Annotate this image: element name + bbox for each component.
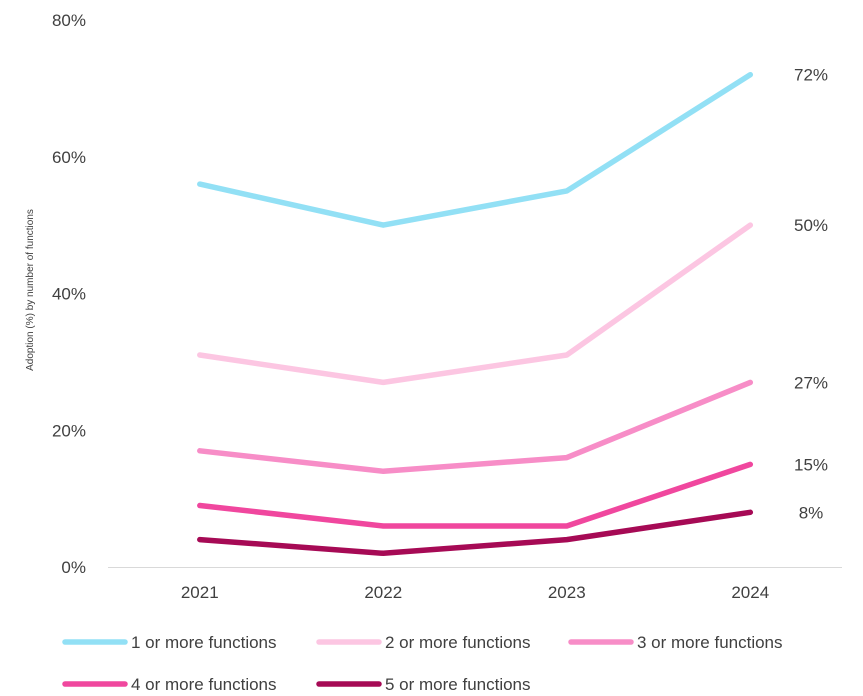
y-tick-label: 0% xyxy=(61,558,86,577)
series-line-2 xyxy=(197,222,754,386)
legend-label-1: 1 or more functions xyxy=(131,633,277,652)
end-labels: 72% 50% 27% 15% 8% xyxy=(794,66,828,523)
end-label-5: 8% xyxy=(799,503,824,522)
end-label-1: 72% xyxy=(794,66,828,85)
x-tick-label: 2021 xyxy=(181,583,219,602)
end-label-2: 50% xyxy=(794,216,828,235)
series-line-4 xyxy=(197,461,754,529)
series-line-5 xyxy=(197,509,754,557)
y-tick-label: 80% xyxy=(52,11,86,30)
legend-label-5: 5 or more functions xyxy=(385,675,531,694)
y-axis-title: Adoption (%) by number of functions xyxy=(25,209,36,371)
series-lines xyxy=(197,71,754,557)
y-tick-label: 60% xyxy=(52,148,86,167)
x-tick-label: 2024 xyxy=(731,583,769,602)
end-label-4: 15% xyxy=(794,455,828,474)
series-line-3 xyxy=(197,379,754,475)
y-tick-label: 40% xyxy=(52,285,86,304)
legend-label-3: 3 or more functions xyxy=(637,633,783,652)
y-axis-ticks: 0% 20% 40% 60% 80% xyxy=(52,11,86,577)
x-tick-label: 2022 xyxy=(364,583,402,602)
x-axis-ticks: 2021 2022 2023 2024 xyxy=(181,583,769,602)
legend: 1 or more functions 2 or more functions 3 … xyxy=(62,633,783,694)
series-line-1 xyxy=(197,71,754,228)
end-label-3: 27% xyxy=(794,373,828,392)
legend-label-2: 2 or more functions xyxy=(385,633,531,652)
y-tick-label: 20% xyxy=(52,421,86,440)
legend-label-4: 4 or more functions xyxy=(131,675,277,694)
x-tick-label: 2023 xyxy=(548,583,586,602)
